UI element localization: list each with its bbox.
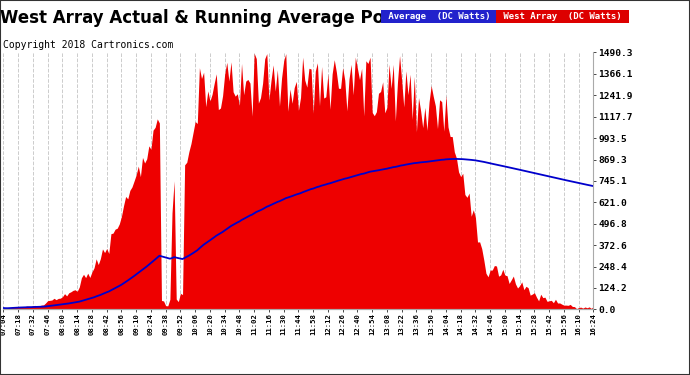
Text: Average  (DC Watts): Average (DC Watts) [383, 12, 496, 21]
Text: West Array  (DC Watts): West Array (DC Watts) [498, 12, 627, 21]
Text: Copyright 2018 Cartronics.com: Copyright 2018 Cartronics.com [3, 40, 174, 50]
Text: West Array Actual & Running Average Power Mon Dec 17 16:26: West Array Actual & Running Average Powe… [0, 9, 593, 27]
